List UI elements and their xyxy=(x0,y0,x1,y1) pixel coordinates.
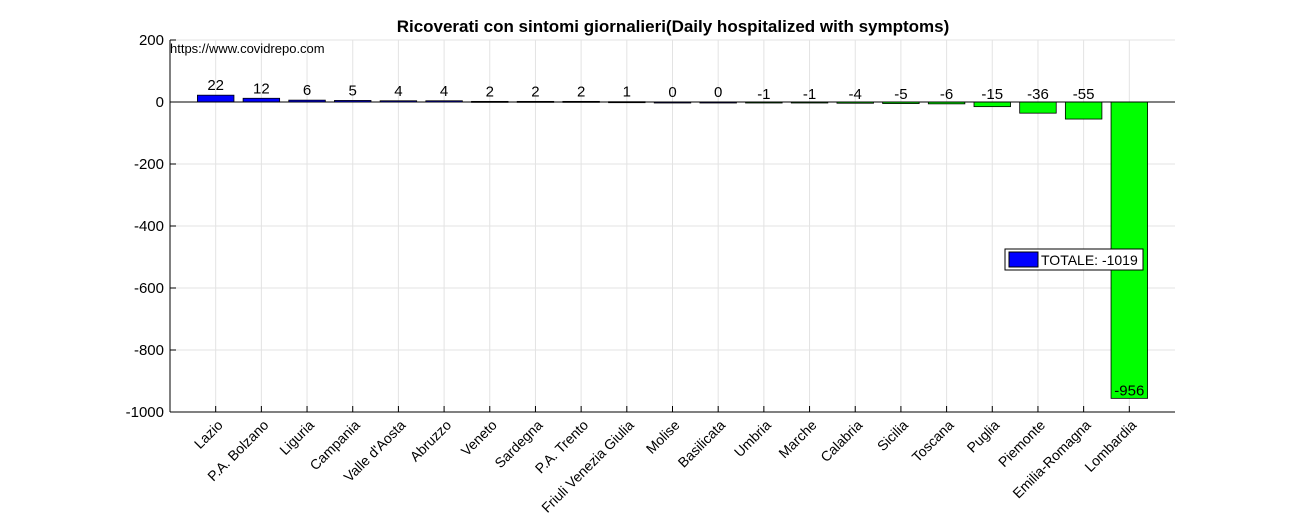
data-label: 2 xyxy=(531,83,539,100)
legend-swatch xyxy=(1008,251,1039,268)
bar xyxy=(1064,101,1103,120)
x-tick-label: Abruzzo xyxy=(407,417,455,465)
axes xyxy=(169,39,1175,413)
data-label: -6 xyxy=(940,86,953,103)
x-tick-label: Emilia-Romagna xyxy=(1009,417,1094,502)
y-tick-label: 200 xyxy=(139,32,164,49)
x-tick-label: Calabria xyxy=(817,417,865,465)
data-label: -5 xyxy=(894,86,907,103)
chart-title: Ricoverati con sintomi giornalieri(Daily… xyxy=(397,17,950,36)
data-label: 4 xyxy=(394,83,402,100)
y-tick-label: 0 xyxy=(156,94,164,111)
x-tick-label: Liguria xyxy=(276,417,317,458)
x-tick-label: Puglia xyxy=(964,417,1003,456)
y-tick-label: -400 xyxy=(134,218,164,235)
data-label: -4 xyxy=(849,86,862,103)
x-tick-label: Lazio xyxy=(191,417,226,452)
legend-label: TOTALE: -1019 xyxy=(1041,252,1138,268)
bar xyxy=(1019,101,1057,114)
y-tick-labels: -1000 -800 -600 -400 -200 0 200 xyxy=(126,32,164,421)
data-label: -956 xyxy=(1114,382,1144,399)
data-label: 5 xyxy=(349,82,357,99)
data-label: -1 xyxy=(803,86,816,103)
source-annotation: https://www.covidrepo.com xyxy=(170,41,325,56)
bar xyxy=(242,97,281,103)
data-label: 0 xyxy=(668,84,676,101)
y-tick-label: -1000 xyxy=(126,404,164,421)
y-tick-label: -200 xyxy=(134,156,164,173)
x-tick-label: Molise xyxy=(643,417,683,457)
x-tick-label: Toscana xyxy=(909,417,957,465)
data-label: 6 xyxy=(303,82,311,99)
data-label: 4 xyxy=(440,83,448,100)
data-label: -36 xyxy=(1027,86,1049,103)
legend: TOTALE: -1019 xyxy=(1004,248,1144,271)
x-tick-label: Sicilia xyxy=(874,417,911,454)
bar xyxy=(197,94,235,103)
y-tick-label: -600 xyxy=(134,280,164,297)
data-label: 0 xyxy=(714,84,722,101)
data-label: 1 xyxy=(623,84,631,101)
x-tick-label: Basilicata xyxy=(675,417,729,471)
data-label: 2 xyxy=(577,83,585,100)
y-tick-label: -800 xyxy=(134,342,164,359)
legend-box xyxy=(1004,248,1144,271)
data-label: -1 xyxy=(757,86,770,103)
x-tick-label: Marche xyxy=(775,417,819,461)
x-tick-label: Umbria xyxy=(731,417,774,460)
x-tick-label: Veneto xyxy=(458,417,500,459)
data-label: 12 xyxy=(253,80,270,97)
data-label: 22 xyxy=(207,77,224,94)
data-labels: 22 12 6 5 4 4 2 2 2 1 0 0 -1 -1 -4 -5 -6 -15 -36 -55-956 xyxy=(207,77,1144,399)
data-label: -55 xyxy=(1073,86,1095,103)
data-label: 2 xyxy=(486,83,494,100)
data-label: -15 xyxy=(981,86,1003,103)
